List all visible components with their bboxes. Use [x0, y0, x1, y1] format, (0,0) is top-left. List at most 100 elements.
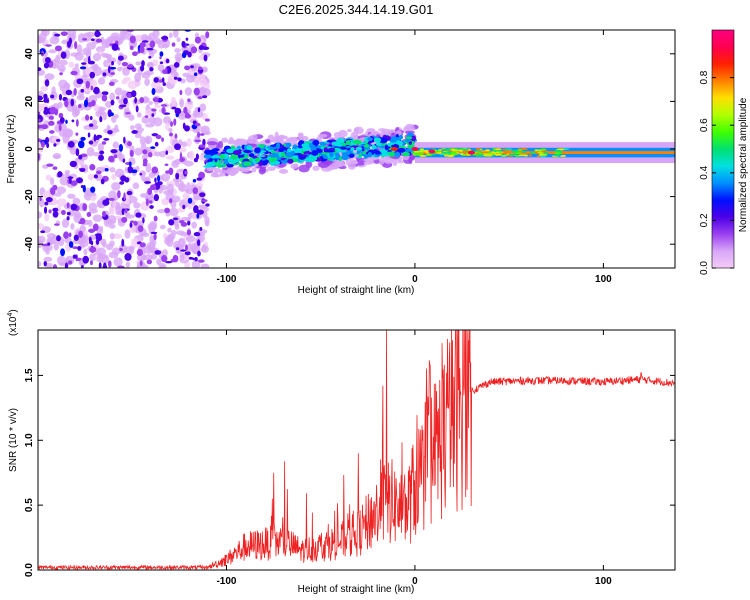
carrier-cell [504, 150, 514, 153]
band-cell [316, 145, 322, 148]
noise-speckle [142, 217, 145, 224]
band-halo [297, 132, 304, 139]
noise-speckle [118, 143, 123, 152]
noise-speckle [150, 231, 158, 235]
noise-speckle [165, 150, 169, 155]
band-cell [401, 151, 410, 157]
noise-speckle [65, 119, 68, 124]
noise-blob [48, 237, 58, 245]
noise-speckle [103, 138, 110, 141]
noise-blob [92, 53, 102, 62]
band-halo [357, 162, 365, 166]
band-cell [338, 146, 347, 150]
noise-speckle [82, 203, 88, 212]
hot-spot [428, 149, 436, 154]
noise-blob [102, 111, 107, 121]
noise-blob [136, 127, 145, 133]
noise-blob [57, 64, 66, 72]
noise-speckle [131, 130, 138, 134]
noise-speckle [99, 150, 105, 155]
band-cell [300, 150, 305, 155]
band-cell [397, 147, 406, 153]
noise-blob [109, 92, 116, 101]
noise-blob [101, 39, 110, 49]
noise-speckle [153, 193, 160, 202]
carrier-cell [420, 150, 425, 153]
noise-speckle [168, 198, 173, 204]
carrier-cell [441, 151, 449, 154]
noise-speckle [59, 72, 63, 76]
noise-speckle [74, 41, 78, 50]
band-cell [217, 163, 222, 168]
noise-speckle [160, 104, 168, 107]
band-cell [254, 147, 261, 154]
noise-speckle [129, 222, 133, 228]
noise-blob [42, 190, 53, 199]
noise-blob [162, 233, 168, 239]
svg-text:(x104): (x104) [7, 309, 19, 336]
noise-blob [180, 253, 185, 261]
noise-blob [57, 255, 66, 266]
noise-speckle [154, 250, 162, 255]
band-cell [271, 152, 279, 156]
noise-blob [196, 182, 203, 189]
noise-speckle [80, 185, 84, 189]
noise-blob [136, 264, 146, 268]
noise-speckle [131, 169, 138, 174]
noise-speckle [135, 105, 139, 113]
noise-blob [112, 247, 121, 256]
carrier-cell [538, 153, 545, 156]
noise-speckle [145, 198, 149, 207]
noise-speckle [199, 192, 206, 198]
noise-speckle [91, 99, 96, 107]
noise-speckle [48, 120, 55, 126]
noise-blob [101, 254, 110, 265]
carrier-cell [492, 154, 496, 157]
noise-blob [180, 141, 188, 147]
noise-speckle [43, 93, 48, 100]
noise-blob [201, 243, 207, 252]
noise-blob [76, 94, 85, 101]
band-cell [246, 145, 253, 151]
heatmap-marks [38, 30, 675, 268]
noise-blob [118, 153, 123, 160]
carrier-cell [539, 148, 547, 151]
multiplier-close: ) [8, 309, 19, 312]
carrier-cell [441, 148, 451, 151]
carrier-cell [553, 154, 561, 157]
noise-blob [113, 257, 123, 267]
colorbar: 0.0 0.2 0.4 0.6 0.8 Normalized spectral ampl… [699, 29, 749, 275]
noise-blob [204, 220, 210, 227]
noise-speckle [64, 99, 69, 108]
noise-speckle [193, 87, 200, 96]
noise-blob [195, 72, 206, 82]
band-cell [214, 158, 218, 162]
noise-speckle [78, 154, 83, 160]
band-cell [300, 154, 308, 157]
noise-speckle [171, 106, 177, 110]
x-tick-label: 0 [412, 274, 418, 285]
band-cell [287, 148, 292, 153]
band-cell [243, 149, 252, 154]
noise-speckle [110, 99, 115, 106]
noise-speckle [184, 170, 188, 175]
noise-speckle [204, 118, 211, 122]
colorbar-tick-label: 0.6 [699, 118, 710, 132]
band-cell [280, 152, 286, 157]
band-cell [301, 143, 310, 148]
band-cell [333, 143, 342, 147]
noise-blob [109, 167, 116, 173]
noise-speckle [129, 149, 134, 158]
noise-speckle [151, 108, 157, 112]
carrier-cell [514, 152, 522, 155]
noise-blob [159, 224, 166, 230]
noise-blob [85, 31, 95, 38]
snr-y-ticks: 0.0 0.5 1.0 1.5 [24, 368, 675, 577]
noise-speckle [52, 166, 58, 170]
noise-speckle [60, 248, 66, 257]
band-halo [381, 128, 392, 137]
noise-blob [38, 90, 44, 97]
band-halo [312, 165, 320, 171]
carrier-cell [536, 155, 541, 158]
noise-blob [70, 223, 75, 230]
